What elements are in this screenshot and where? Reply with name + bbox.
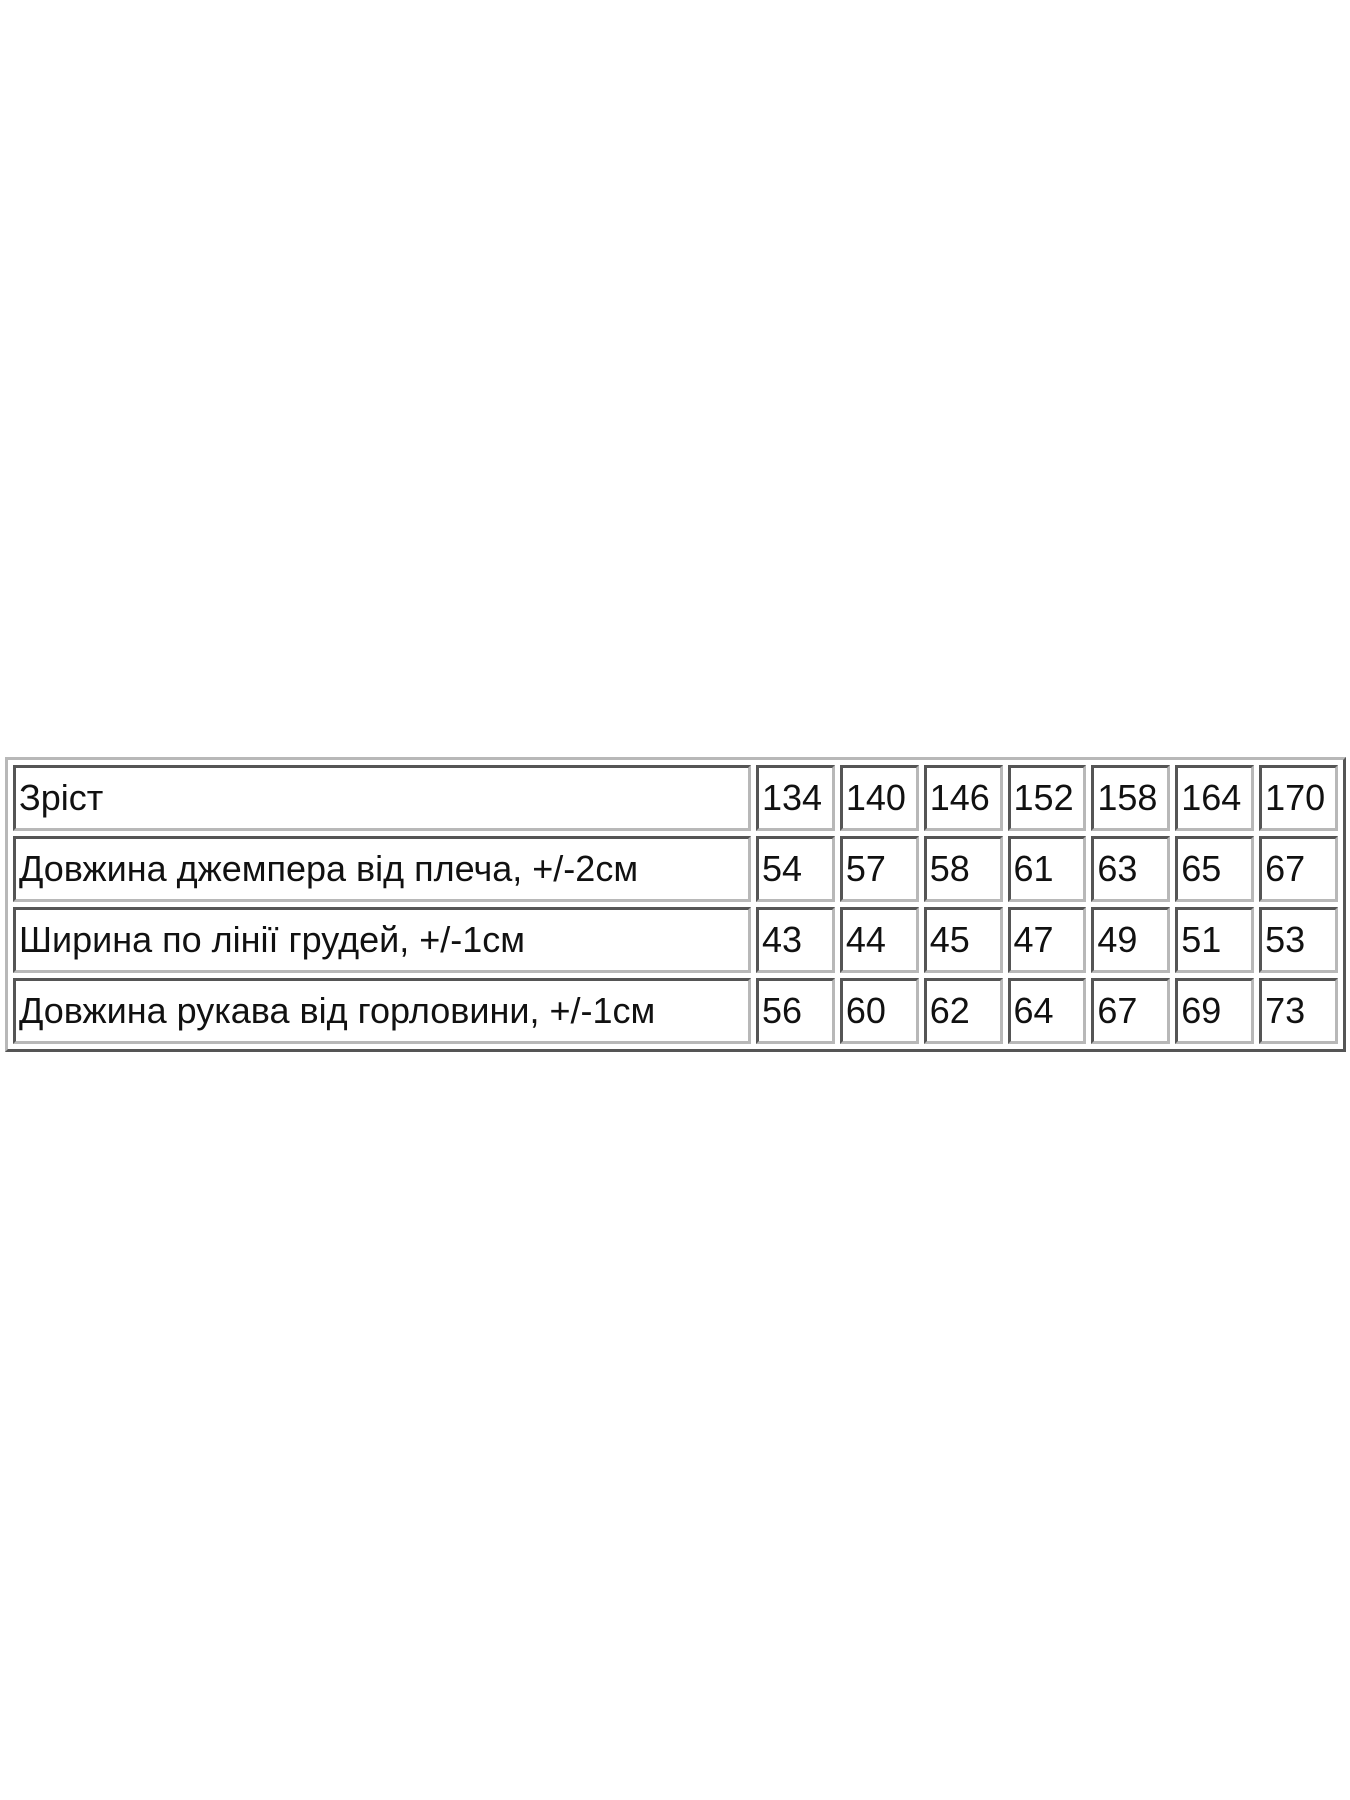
measurement-value-cell: 65 [1175, 836, 1255, 902]
measurement-value-cell: 64 [1007, 978, 1087, 1044]
row-label: Ширина по лінії грудей, +/-1см [13, 907, 751, 973]
height-value-cell: 170 [1259, 765, 1338, 831]
height-value-cell: 134 [756, 765, 835, 831]
row-label: Довжина рукава від горловини, +/-1см [13, 978, 751, 1044]
height-value-cell: 158 [1091, 765, 1171, 831]
measurement-value-cell: 56 [756, 978, 835, 1044]
measurement-value-cell: 54 [756, 836, 835, 902]
measurement-value-cell: 53 [1259, 907, 1338, 973]
measurement-value-cell: 57 [839, 836, 919, 902]
measurement-value-cell: 49 [1091, 907, 1171, 973]
measurement-value-cell: 47 [1007, 907, 1087, 973]
measurement-value-cell: 62 [923, 978, 1003, 1044]
measurement-value-cell: 67 [1259, 836, 1338, 902]
measurement-value-cell: 69 [1175, 978, 1255, 1044]
height-value-cell: 164 [1175, 765, 1255, 831]
measurement-value-cell: 73 [1259, 978, 1338, 1044]
measurement-value-cell: 45 [923, 907, 1003, 973]
height-value-cell: 140 [839, 765, 919, 831]
measurement-value-cell: 60 [839, 978, 919, 1044]
measurement-value-cell: 51 [1175, 907, 1255, 973]
height-value-cell: 152 [1007, 765, 1087, 831]
measurement-value-cell: 61 [1007, 836, 1087, 902]
height-header-row: Зріст 134 140 146 152 158 164 170 [13, 765, 1338, 831]
measurement-value-cell: 43 [756, 907, 835, 973]
row-label: Довжина джемпера від плеча, +/-2см [13, 836, 751, 902]
measurement-row: Довжина рукава від горловини, +/-1см 56 60… [13, 978, 1338, 1044]
measurement-row: Ширина по лінії грудей, +/-1см 43 44 45 47 49… [13, 907, 1338, 973]
height-value-cell: 146 [923, 765, 1003, 831]
size-chart-table: Зріст 134 140 146 152 158 164 170 Довжина джемпе… [5, 757, 1346, 1052]
measurement-value-cell: 63 [1091, 836, 1171, 902]
measurement-value-cell: 67 [1091, 978, 1171, 1044]
row-label: Зріст [13, 765, 751, 831]
measurement-row: Довжина джемпера від плеча, +/-2см 54 57 58… [13, 836, 1338, 902]
measurement-value-cell: 58 [923, 836, 1003, 902]
measurement-value-cell: 44 [839, 907, 919, 973]
